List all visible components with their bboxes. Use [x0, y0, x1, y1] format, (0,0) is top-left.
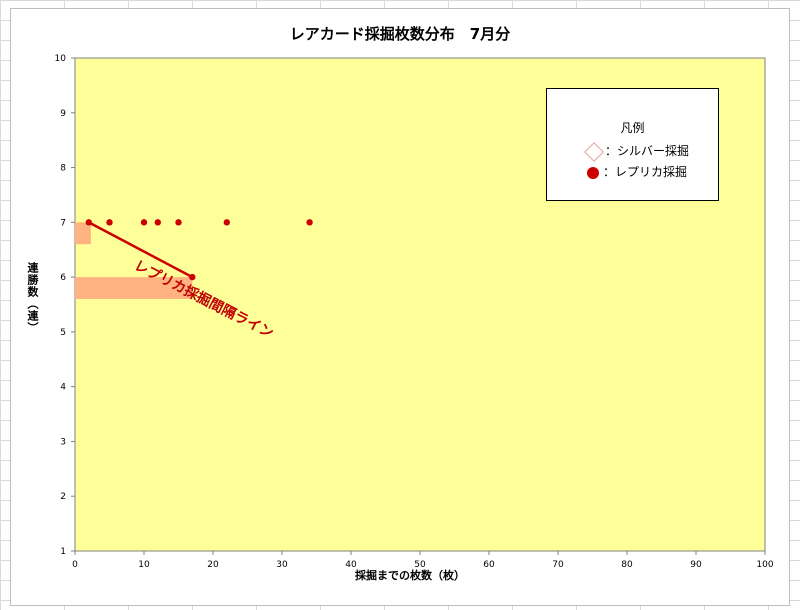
- trend-line-group: [88, 221, 193, 279]
- y-tick-label: 9: [60, 109, 66, 119]
- legend: 凡例 ：シルバー採掘 ：レプリカ採掘: [546, 88, 719, 201]
- legend-title: 凡例: [620, 121, 645, 135]
- legend-entry-replica: ：レプリカ採掘: [585, 163, 687, 181]
- data-points: [85, 219, 313, 281]
- y-tick-label: 8: [60, 164, 66, 174]
- y-tick-label: 2: [60, 492, 66, 502]
- data-point: [175, 219, 182, 226]
- x-tick-label: 20: [207, 560, 219, 570]
- x-tick-label: 60: [483, 560, 495, 570]
- legend-entry-silver: ：シルバー採掘: [584, 141, 690, 162]
- circle-marker-icon: [587, 166, 599, 179]
- x-tick-label: 70: [552, 560, 564, 570]
- x-tick-label: 80: [621, 560, 633, 570]
- y-tick-label: 5: [60, 328, 66, 338]
- data-point: [85, 219, 93, 226]
- y-tick-label: 7: [60, 218, 66, 228]
- diamond-marker-icon: [584, 141, 604, 162]
- data-point: [223, 219, 230, 226]
- chart-title: レアカード採掘枚数分布 7月分: [289, 25, 511, 43]
- legend-label-silver: ：シルバー採掘: [605, 144, 690, 158]
- y-tick-label: 3: [60, 437, 66, 447]
- y-axis-label: 連勝数（連）: [26, 262, 39, 334]
- x-axis-label: 採掘までの枚数（枚）: [355, 569, 465, 582]
- data-point: [106, 219, 113, 226]
- x-axis-ticks: 0 10 20 30 40 50 60 70 80 90 100: [72, 551, 774, 570]
- data-point: [154, 219, 161, 226]
- y-tick-label: 6: [60, 273, 66, 283]
- data-point: [306, 219, 313, 226]
- x-tick-label: 100: [756, 560, 773, 570]
- data-point: [140, 219, 148, 226]
- trend-line: [88, 221, 193, 279]
- x-tick-label: 50: [414, 560, 426, 570]
- y-tick-label: 4: [60, 383, 66, 393]
- highlight-band-0: [75, 222, 91, 245]
- highlight-bands: [75, 222, 193, 300]
- x-tick-label: 10: [138, 560, 150, 570]
- x-tick-label: 30: [276, 560, 288, 570]
- x-tick-label: 0: [72, 560, 78, 570]
- y-tick-label: 1: [60, 547, 66, 557]
- y-tick-label: 10: [55, 54, 67, 64]
- x-tick-label: 40: [345, 560, 357, 570]
- y-axis-ticks: 1 2 3 4 5 6 7 8 9 10: [55, 54, 75, 557]
- highlight-band-1: [75, 277, 193, 300]
- x-tick-label: 90: [690, 560, 702, 570]
- data-point: [189, 273, 196, 281]
- legend-label-replica: ：レプリカ採掘: [603, 165, 688, 179]
